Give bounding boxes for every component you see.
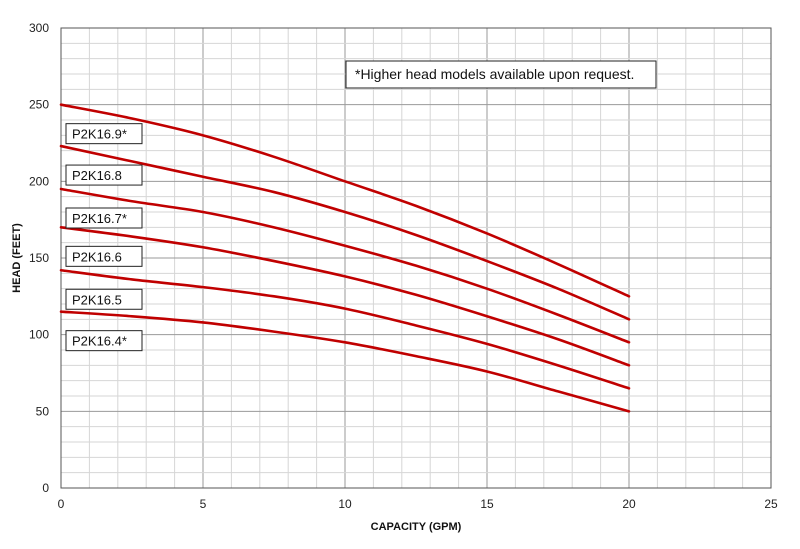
- x-tick-label: 10: [338, 497, 352, 511]
- y-tick-label: 150: [29, 251, 49, 265]
- x-axis-title: CAPACITY (GPM): [371, 521, 462, 533]
- y-tick-label: 250: [29, 98, 49, 112]
- y-axis-title: HEAD (FEET): [11, 223, 23, 293]
- note-text: *Higher head models available upon reque…: [355, 66, 634, 82]
- x-tick-label: 0: [58, 497, 65, 511]
- series-label: P2K16.6: [65, 245, 143, 267]
- series-label-text: P2K16.5: [72, 292, 122, 307]
- series-lines: [59, 103, 631, 413]
- series-label: P2K16.5: [65, 288, 143, 310]
- series-label: P2K16.7*: [65, 207, 143, 229]
- series-line: [59, 268, 631, 390]
- x-tick-label: 5: [200, 497, 207, 511]
- y-tick-label: 200: [29, 174, 49, 188]
- x-tick-label: 25: [764, 497, 778, 511]
- series-label-text: P2K16.8: [72, 168, 122, 183]
- series-label-text: P2K16.7*: [72, 211, 127, 226]
- series-line: [59, 144, 631, 321]
- series-label: P2K16.8: [65, 164, 143, 186]
- series-labels: P2K16.9* P2K16.8 P2K16.7* P2K16.6 P2K16.5 P2K…: [65, 123, 143, 352]
- series-line: [59, 187, 631, 344]
- series-label-text: P2K16.9*: [72, 127, 127, 142]
- y-tick-label: 100: [29, 328, 49, 342]
- x-tick-label: 15: [480, 497, 494, 511]
- series-label-text: P2K16.6: [72, 249, 122, 264]
- grid: [60, 27, 772, 489]
- y-tick-label: 300: [29, 21, 49, 35]
- y-tick-label: 0: [42, 481, 49, 495]
- series-label: P2K16.4*: [65, 330, 143, 352]
- series-label-text: P2K16.4*: [72, 334, 127, 349]
- series-line: [59, 226, 631, 367]
- x-tick-label: 20: [622, 497, 636, 511]
- y-tick-label: 50: [36, 404, 50, 418]
- series-label: P2K16.9*: [65, 123, 143, 145]
- series-line: [59, 310, 631, 413]
- series-line: [59, 103, 631, 298]
- plot-area-frame: [60, 27, 772, 489]
- note-box: *Higher head models available upon reque…: [345, 60, 657, 89]
